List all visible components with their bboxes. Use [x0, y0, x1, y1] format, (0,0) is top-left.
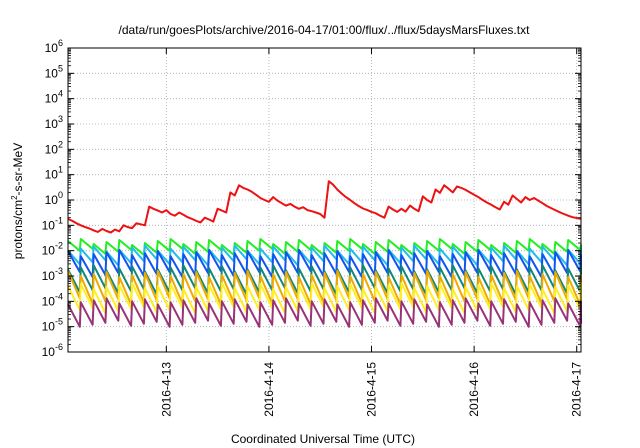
series-line-7 [67, 282, 582, 315]
series-line-1 [67, 180, 582, 234]
y-tick-label: 101 [45, 165, 63, 182]
x-tick-label: 2016-4-14 [262, 362, 276, 417]
y-tick-label: 10-6 [42, 342, 63, 359]
series-layer [67, 180, 582, 328]
y-tick-label: 106 [45, 38, 63, 55]
y-tick-label: 10-1 [42, 215, 63, 232]
x-tick-label: 2016-4-16 [467, 362, 481, 417]
axes [67, 47, 582, 353]
series-line-4 [67, 249, 582, 278]
y-axis-ticks: 10-6 10-5 10-4 10-3 10-2 10-1 100 101 102 103 104 1… [42, 38, 63, 359]
x-axis-label: Coordinated Universal Time (UTC) [231, 432, 415, 446]
y-tick-label: 10-3 [42, 266, 63, 283]
y-tick-label: 103 [45, 114, 63, 131]
x-tick-label: 2016-4-17 [570, 362, 584, 417]
y-tick-label: 102 [45, 139, 63, 156]
x-tick-label: 2016-4-15 [365, 362, 379, 417]
y-axis-label: protons/cm2-s-sr-MeV [10, 143, 25, 259]
y-tick-label: 10-2 [42, 241, 63, 258]
y-tick-label: 10-5 [42, 317, 63, 334]
y-tick-label: 10-4 [42, 291, 63, 308]
y-tick-label: 104 [45, 89, 63, 106]
y-tick-label: 105 [45, 63, 63, 80]
chart-title: /data/run/goesPlots/archive/2016-04-17/0… [119, 23, 531, 37]
y-tick-label: 100 [45, 190, 63, 207]
series-line-8 [67, 297, 582, 328]
x-axis-ticks: 2016-4-13 2016-4-14 2016-4-15 2016-4-16 2016… [159, 362, 583, 417]
x-tick-label: 2016-4-13 [159, 362, 173, 417]
